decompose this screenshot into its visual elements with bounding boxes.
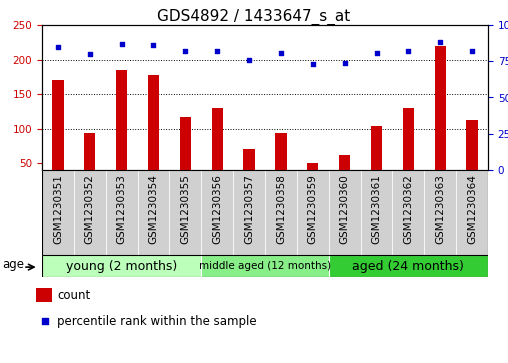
Bar (148, 75, 159, 197)
Point (309, 61, 317, 67)
Bar (42, 170, 74, 255)
Text: GSM1230360: GSM1230360 (340, 174, 350, 244)
Text: GSM1230362: GSM1230362 (403, 174, 414, 244)
Text: GSM1230364: GSM1230364 (467, 174, 477, 244)
Text: GSM1230359: GSM1230359 (308, 174, 318, 244)
Bar (466, 119, 478, 197)
Text: percentile rank within the sample: percentile rank within the sample (57, 314, 257, 327)
Bar (84, 134, 96, 197)
Bar (233, 170, 265, 255)
Bar (329, 255, 488, 277)
Bar (37, 288, 52, 302)
Text: GSM1230358: GSM1230358 (276, 174, 286, 244)
Point (54, 44, 62, 50)
Bar (52, 80, 64, 197)
Bar (170, 170, 201, 255)
Text: GSM1230353: GSM1230353 (117, 174, 126, 244)
Bar (339, 155, 350, 197)
Bar (74, 170, 106, 255)
Text: aged (24 months): aged (24 months) (353, 260, 464, 273)
Text: age: age (2, 258, 24, 272)
Text: GSM1230352: GSM1230352 (85, 174, 95, 244)
Text: count: count (57, 289, 90, 302)
Point (245, 57, 253, 63)
Point (41, 318, 49, 324)
Bar (116, 70, 127, 197)
Point (468, 48, 476, 54)
Point (86, 51, 94, 57)
Point (372, 50, 380, 56)
Text: GSM1230361: GSM1230361 (371, 174, 382, 244)
Point (340, 60, 348, 66)
Bar (435, 46, 446, 197)
Point (149, 42, 157, 48)
Bar (265, 170, 297, 255)
Bar (42, 255, 201, 277)
Bar (424, 170, 456, 255)
Point (117, 41, 125, 47)
Bar (180, 117, 191, 197)
Text: middle aged (12 months): middle aged (12 months) (199, 261, 331, 271)
Bar (361, 170, 392, 255)
Text: GDS4892 / 1433647_s_at: GDS4892 / 1433647_s_at (157, 9, 351, 25)
Text: GSM1230357: GSM1230357 (244, 174, 254, 244)
Bar (138, 170, 170, 255)
Point (277, 50, 285, 56)
Text: GSM1230356: GSM1230356 (212, 174, 222, 244)
Bar (371, 126, 382, 197)
Bar (329, 170, 361, 255)
Bar (307, 163, 319, 197)
Text: young (2 months): young (2 months) (66, 260, 177, 273)
Text: GSM1230351: GSM1230351 (53, 174, 63, 244)
Bar (243, 149, 255, 197)
Bar (392, 170, 424, 255)
Point (181, 48, 189, 54)
Bar (106, 170, 138, 255)
Bar (297, 170, 329, 255)
Point (213, 48, 221, 54)
Bar (456, 170, 488, 255)
Text: GSM1230354: GSM1230354 (148, 174, 158, 244)
Point (436, 40, 444, 45)
Bar (201, 255, 329, 277)
Bar (275, 134, 287, 197)
Point (404, 48, 412, 54)
Text: GSM1230363: GSM1230363 (435, 174, 445, 244)
Bar (403, 108, 414, 197)
Text: GSM1230355: GSM1230355 (180, 174, 190, 244)
Bar (212, 108, 223, 197)
Bar (201, 170, 233, 255)
